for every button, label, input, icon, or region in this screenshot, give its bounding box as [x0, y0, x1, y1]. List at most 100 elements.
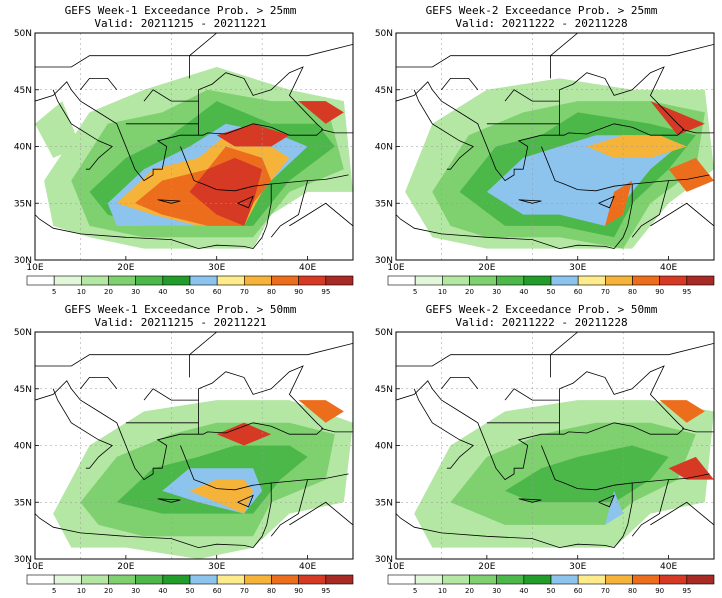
colorbar-label: 10	[438, 587, 447, 595]
longitude-label: 40E	[299, 263, 316, 273]
coastline	[157, 199, 181, 204]
latitude-label: 40N	[14, 442, 32, 452]
colorbar-swatch	[469, 574, 497, 585]
colorbar-swatch	[325, 574, 354, 585]
coastline	[682, 129, 714, 134]
probability-contour	[189, 479, 254, 514]
colorbar-swatch	[244, 275, 272, 286]
colorbar-swatch	[162, 275, 191, 286]
coastline	[632, 174, 710, 185]
coastline	[271, 174, 349, 185]
coastline	[143, 388, 199, 401]
coastline	[198, 66, 324, 136]
coastline	[289, 501, 353, 526]
colorbar-swatch	[216, 275, 245, 286]
colorbar-label: 20	[465, 288, 474, 296]
colorbar-label: 40	[519, 288, 528, 296]
colorbar-label: 40	[158, 587, 167, 595]
coastline	[321, 129, 353, 134]
probability-contour	[35, 101, 81, 158]
latitude-label: 35N	[14, 199, 32, 209]
colorbar-swatch	[496, 275, 525, 286]
colorbar-swatch	[81, 275, 109, 286]
longitude-label: 20E	[478, 562, 495, 572]
latitude-label: 40N	[14, 143, 32, 153]
colorbar-swatch	[686, 574, 715, 585]
coastline	[237, 494, 254, 508]
colorbar-swatch	[135, 275, 164, 286]
colorbar-label: 5	[52, 587, 56, 595]
coastline	[35, 81, 324, 182]
panel-week1-25mm: GEFS Week-1 Exceedance Prob. > 25mm Vali…	[0, 0, 361, 299]
coastline	[441, 78, 479, 91]
coastline	[143, 89, 199, 102]
coastline	[35, 445, 272, 549]
coastline	[52, 89, 113, 170]
latitude-label: 50N	[14, 328, 32, 338]
panel-valid-dates: Valid: 20211215 - 20211221	[94, 316, 267, 329]
probability-contour	[605, 490, 624, 525]
colorbar-swatch	[135, 574, 164, 585]
colorbar-label: 30	[131, 587, 140, 595]
colorbar-label: 90	[294, 288, 303, 296]
colorbar-label: 60	[213, 587, 222, 595]
panel-title: GEFS Week-1 Exceedance Prob. > 50mm	[64, 303, 297, 316]
colorbar-label: 30	[492, 587, 501, 595]
colorbar-label: 70	[601, 587, 610, 595]
colorbar-label: 80	[267, 587, 276, 595]
colorbar-swatch	[189, 275, 218, 286]
longitude-label: 20E	[117, 562, 134, 572]
colorbar-swatch	[325, 275, 354, 286]
latitude-label: 30N	[375, 555, 393, 565]
coastline	[396, 445, 633, 549]
latitude-label: 40N	[375, 143, 393, 153]
coastline	[518, 498, 542, 503]
colorbar-label: 90	[655, 587, 664, 595]
colorbar-swatch	[686, 275, 715, 286]
panel-week2-25mm: GEFS Week-2 Exceedance Prob. > 25mm Vali…	[361, 0, 722, 299]
colorbar-swatch	[659, 574, 688, 585]
colorbar-label: 80	[628, 587, 637, 595]
colorbar-label: 20	[104, 288, 113, 296]
probability-contour	[505, 445, 669, 503]
coastline	[441, 377, 479, 390]
colorbar-swatch	[53, 574, 82, 585]
probability-contour	[659, 400, 705, 423]
coastline	[504, 388, 560, 401]
colorbar-swatch	[26, 275, 55, 286]
colorbar-swatch	[523, 574, 552, 585]
colorbar-swatch	[26, 574, 55, 585]
colorbar-swatch	[162, 574, 191, 585]
colorbar-swatch	[81, 574, 109, 585]
longitude-label: 10E	[387, 263, 404, 273]
colorbar-label: 95	[682, 587, 691, 595]
colorbar-label: 70	[240, 587, 249, 595]
colorbar-swatch	[414, 275, 443, 286]
coastline	[632, 473, 710, 484]
coastline	[631, 479, 669, 537]
colorbar-swatch	[523, 275, 552, 286]
colorbar-label: 95	[321, 587, 330, 595]
probability-contour	[298, 101, 344, 124]
colorbar-swatch	[632, 275, 660, 286]
coastline	[289, 202, 353, 227]
panel-valid-dates: Valid: 20211215 - 20211221	[94, 17, 267, 30]
latitude-label: 30N	[375, 256, 393, 266]
coastline	[270, 180, 308, 238]
coastline	[650, 501, 714, 526]
panel-title: GEFS Week-2 Exceedance Prob. > 25mm	[425, 4, 658, 17]
longitude-label: 20E	[478, 263, 495, 273]
coastline	[413, 388, 474, 469]
colorbar-label: 40	[519, 587, 528, 595]
coastline	[518, 199, 542, 204]
colorbar-label: 5	[413, 288, 417, 296]
colorbar-swatch	[414, 574, 443, 585]
colorbar-label: 80	[628, 288, 637, 296]
colorbar-swatch	[550, 574, 579, 585]
longitude-label: 30E	[208, 562, 225, 572]
colorbar-swatch	[244, 574, 272, 585]
longitude-label: 20E	[117, 263, 134, 273]
coastline	[237, 195, 254, 209]
colorbar-swatch	[577, 275, 606, 286]
colorbar-swatch	[550, 275, 579, 286]
